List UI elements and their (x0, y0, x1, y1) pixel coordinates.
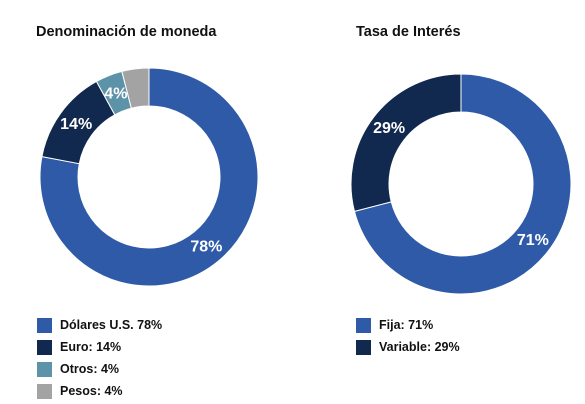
legend-label-variable: Variable: 29% (379, 340, 460, 354)
donut-slice-pesos (121, 67, 150, 109)
legend-item-variable: Variable: 29% (356, 336, 460, 358)
legend-currency: Dólares U.S. 78% Euro: 14% Otros: 4% Pesos:… (37, 314, 162, 402)
legend-swatch-other (37, 361, 52, 377)
legend-item-us-dollars: Dólares U.S. 78% (37, 314, 162, 336)
legend-item-fixed: Fija: 71% (356, 314, 460, 336)
donut-slice-fixed (353, 73, 572, 295)
data-label-variable: 29% (373, 120, 405, 137)
legend-swatch-pesos (37, 383, 52, 399)
legend-swatch-us-dollars (37, 317, 52, 333)
donut-slice-us-dollars (39, 67, 259, 287)
legend-item-euro: Euro: 14% (37, 336, 162, 358)
legend-label-pesos: Pesos: 4% (60, 384, 123, 398)
legend-swatch-variable (356, 339, 371, 355)
legend-swatch-fixed (356, 317, 371, 333)
legend-label-other: Otros: 4% (60, 362, 120, 376)
donut-chart-interest-rate: 71% 29% (350, 73, 572, 295)
legend-interest-rate: Fija: 71% Variable: 29% (356, 314, 460, 358)
data-label-us-dollars: 78% (190, 238, 222, 255)
chart-title-interest-rate: Tasa de Interés (356, 24, 461, 40)
legend-item-pesos: Pesos: 4% (37, 380, 162, 402)
legend-label-us-dollars: Dólares U.S. 78% (60, 318, 163, 332)
data-label-other: 4% (104, 85, 127, 102)
data-label-fixed: 71% (517, 232, 549, 249)
legend-label-fixed: Fija: 71% (379, 318, 434, 332)
data-label-euro: 14% (60, 116, 92, 133)
chart-title-currency: Denominación de moneda (36, 24, 217, 40)
donut-chart-currency: 78% 14% 4% (39, 67, 259, 287)
legend-label-euro: Euro: 14% (60, 340, 122, 354)
donut-slice-variable (350, 73, 462, 212)
legend-item-other: Otros: 4% (37, 358, 162, 380)
legend-swatch-euro (37, 339, 52, 355)
